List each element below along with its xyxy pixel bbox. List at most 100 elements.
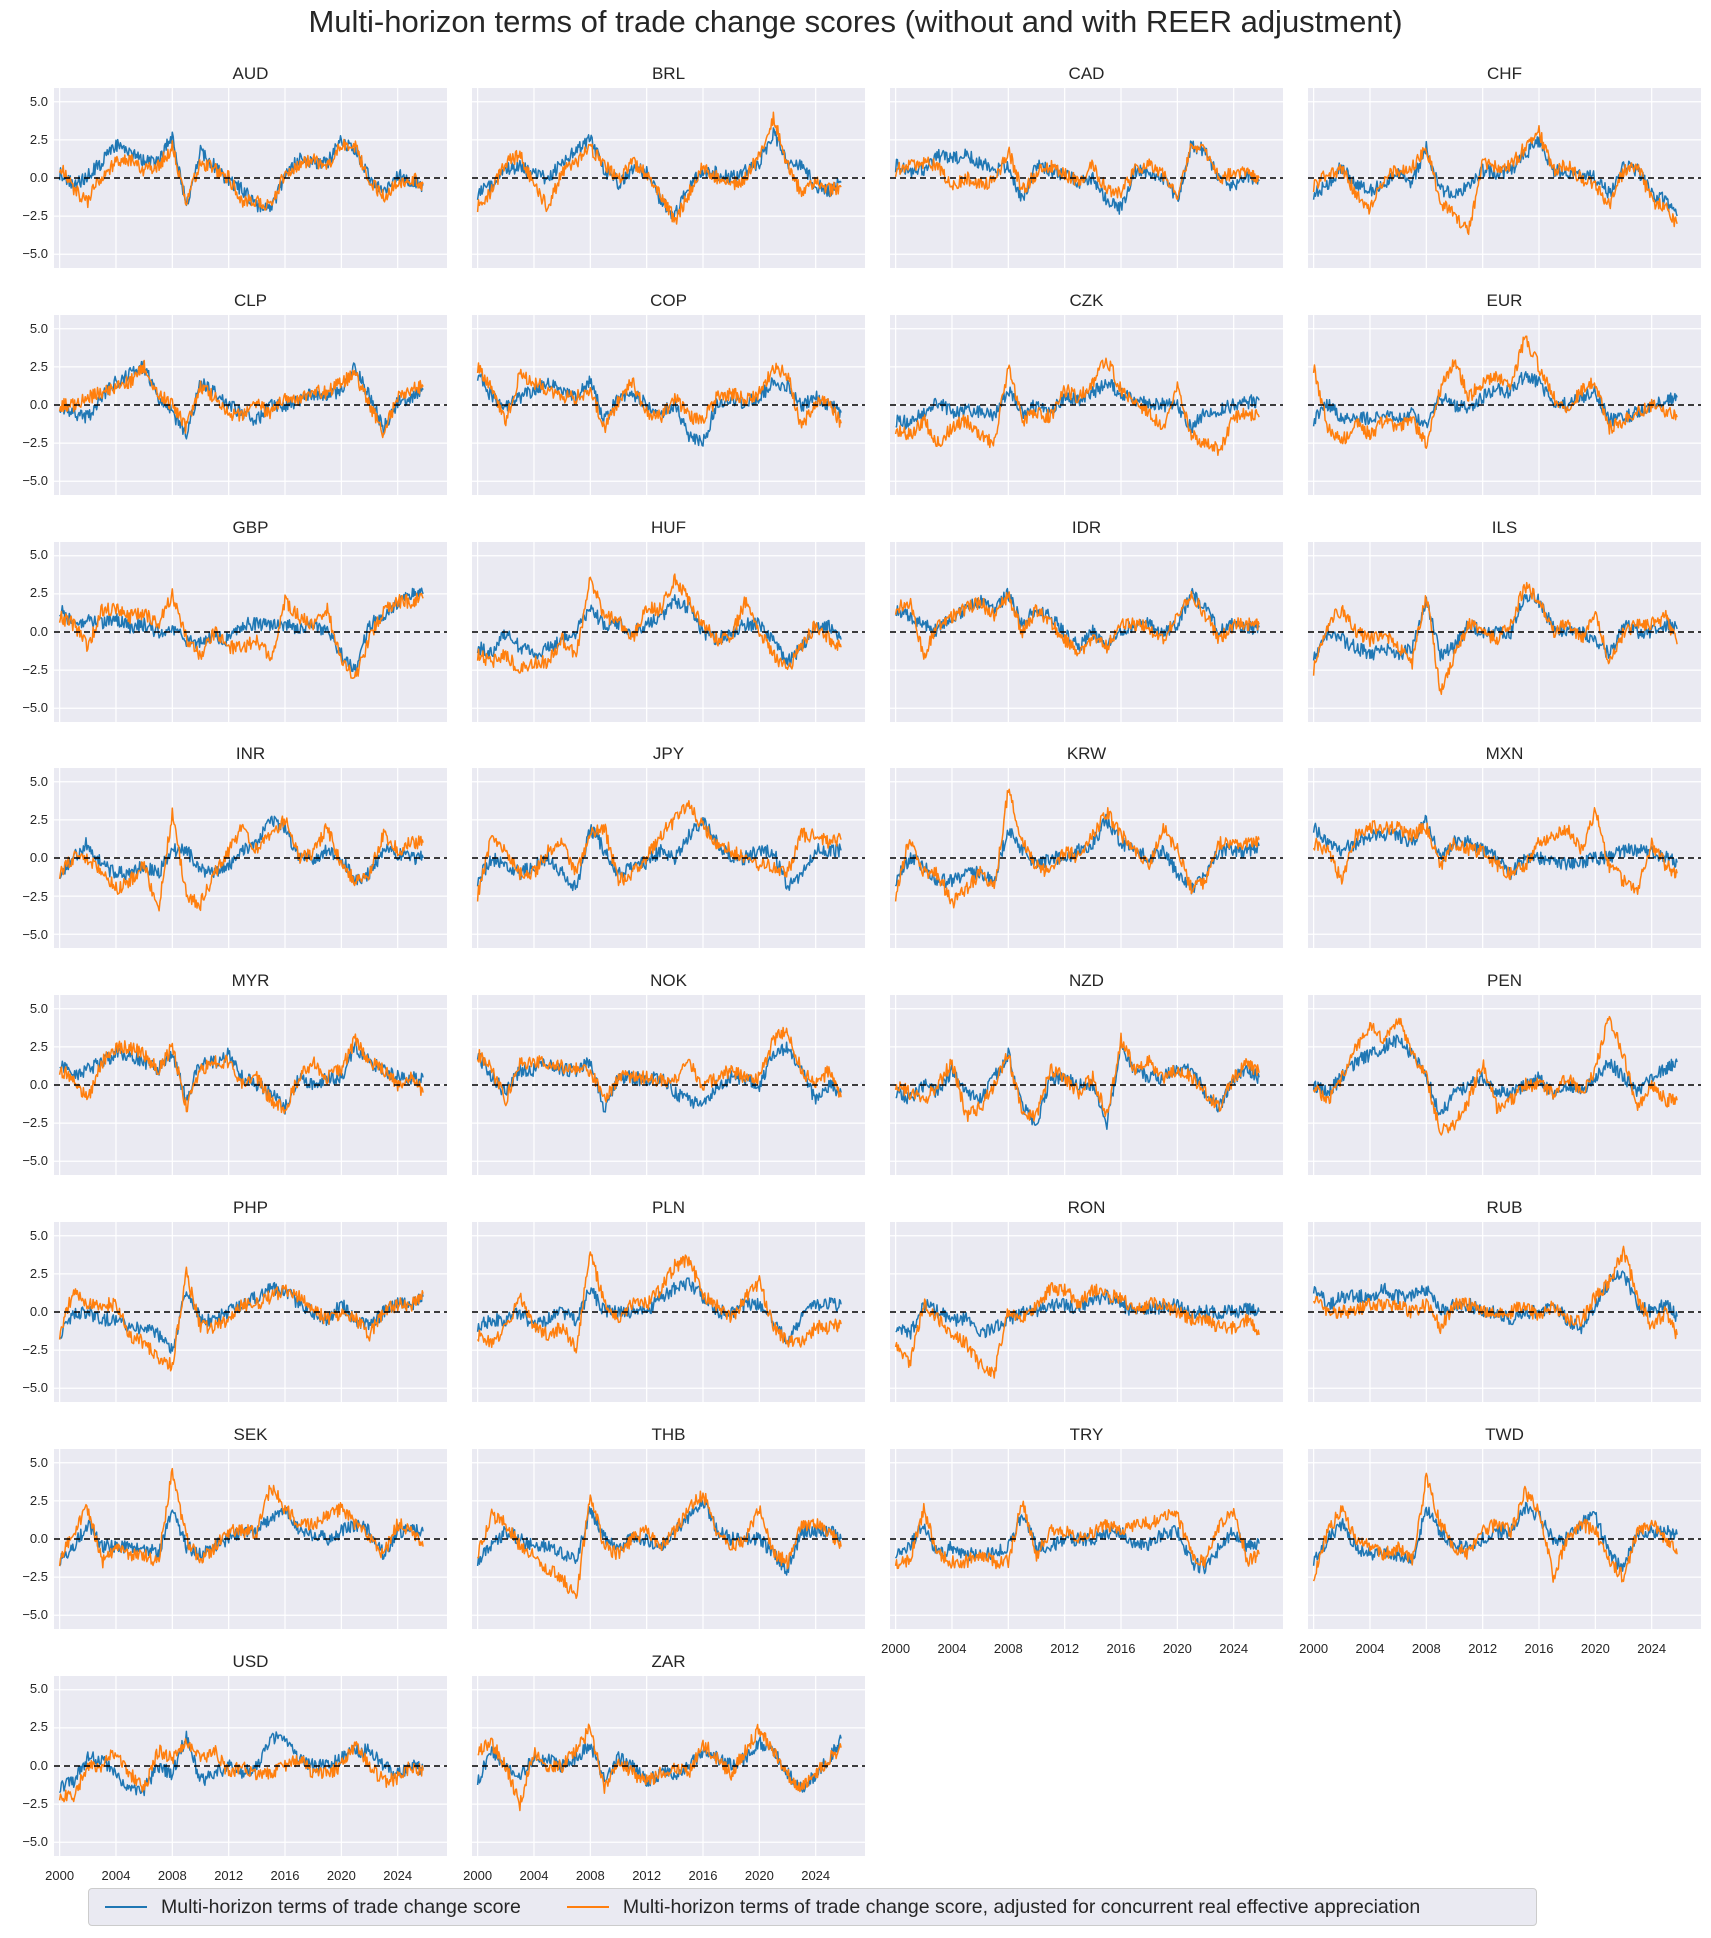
panel-title: NZD <box>1069 971 1104 991</box>
panel-title: USD <box>232 1651 269 1671</box>
series-line-reer-adjusted <box>476 362 842 433</box>
series-line-unadjusted <box>895 1044 1260 1131</box>
x-tick-label: 2004 <box>101 1867 131 1883</box>
panel-title: TRY <box>1069 1424 1104 1444</box>
panel-title: IDR <box>1071 517 1102 537</box>
panel-myr <box>54 995 447 1176</box>
series-line-reer-adjusted <box>476 111 842 225</box>
y-tick-label: 5.0 <box>29 1000 48 1016</box>
x-tick-label: 2024 <box>1637 1640 1667 1656</box>
y-tick-label: 2.5 <box>29 1039 48 1055</box>
series-line-reer-adjusted <box>58 1266 424 1372</box>
y-tick-label: 5.0 <box>29 320 48 336</box>
series-line-reer-adjusted <box>476 572 842 674</box>
y-tick-label: −5.0 <box>22 1607 48 1623</box>
panel-chf <box>1308 88 1701 268</box>
panel-title: SEK <box>233 1424 268 1444</box>
legend-label-unadjusted: Multi-horizon terms of trade change scor… <box>161 1895 521 1918</box>
x-tick-label: 2008 <box>993 1640 1023 1656</box>
y-tick-label: −5.0 <box>22 1380 48 1396</box>
series-line-unadjusted <box>476 127 842 222</box>
series-line-unadjusted <box>1312 370 1678 429</box>
panel-idr <box>890 541 1283 722</box>
legend-line-blue-icon <box>105 1906 147 1908</box>
y-tick-label: −5.0 <box>22 473 48 489</box>
y-tick-label: −2.5 <box>22 661 48 677</box>
panel-title: CLP <box>233 290 268 310</box>
y-tick-label: 2.5 <box>29 1265 48 1281</box>
panel-zar <box>472 1675 865 1856</box>
series-line-unadjusted <box>58 1281 424 1354</box>
y-tick-label: 5.0 <box>29 1454 48 1470</box>
x-tick-label: 2024 <box>383 1867 413 1883</box>
panel-title: INR <box>235 744 266 764</box>
panel-inr <box>54 768 447 949</box>
y-tick-label: 2.5 <box>29 131 48 147</box>
y-tick-label: −2.5 <box>22 1795 48 1811</box>
series-line-reer-adjusted <box>894 357 1260 456</box>
y-tick-label: −5.0 <box>22 1833 48 1849</box>
y-tick-label: 0.0 <box>29 1757 48 1773</box>
panel-title: HUF <box>651 517 686 537</box>
legend-label-reer-adjusted: Multi-horizon terms of trade change scor… <box>622 1895 1421 1918</box>
panel-title: ILS <box>1491 517 1518 537</box>
legend-item-reer-adjusted: Multi-horizon terms of trade change scor… <box>551 1896 1420 1919</box>
series-line-reer-adjusted <box>58 587 424 679</box>
panel-nzd <box>890 995 1283 1176</box>
panel-cop <box>472 314 865 495</box>
y-tick-label: 0.0 <box>29 623 48 639</box>
panel-eur <box>1308 314 1701 495</box>
x-tick-label: 2004 <box>519 1867 549 1883</box>
x-tick-label: 2012 <box>632 1867 662 1883</box>
series-line-unadjusted <box>476 1277 842 1345</box>
panel-mxn <box>1308 768 1701 949</box>
series-line-reer-adjusted <box>58 1033 424 1115</box>
figure-title: Multi-horizon terms of trade change scor… <box>308 4 1403 39</box>
panel-title: CZK <box>1069 290 1104 310</box>
panel-title: KRW <box>1066 744 1107 764</box>
series-line-unadjusted <box>59 1041 424 1115</box>
series-line-reer-adjusted <box>1312 1016 1678 1136</box>
x-tick-label: 2008 <box>1411 1640 1441 1656</box>
panel-sek <box>54 1448 447 1629</box>
series-line-unadjusted <box>58 1730 424 1796</box>
y-tick-label: 0.0 <box>29 850 48 866</box>
x-tick-label: 2012 <box>1050 1640 1080 1656</box>
series-line-unadjusted <box>1312 136 1678 217</box>
legend: Multi-horizon terms of trade change scor… <box>88 1888 1537 1926</box>
panel-title: RUB <box>1486 1198 1523 1217</box>
series-line-reer-adjusted <box>894 1500 1260 1570</box>
x-tick-label: 2012 <box>214 1867 244 1883</box>
panel-title: PHP <box>233 1198 268 1217</box>
y-tick-label: −2.5 <box>22 434 48 450</box>
series-line-unadjusted <box>1312 1270 1678 1335</box>
y-tick-label: 5.0 <box>29 93 48 109</box>
panel-twd <box>1308 1448 1701 1629</box>
panel-title: MYR <box>231 971 270 991</box>
series-line-reer-adjusted <box>58 1737 424 1803</box>
panel-title: ZAR <box>651 1651 686 1671</box>
y-tick-label: 0.0 <box>29 396 48 412</box>
series-line-reer-adjusted <box>1312 1245 1678 1340</box>
panel-title: RON <box>1067 1198 1106 1217</box>
legend-line-orange-icon <box>566 1906 609 1908</box>
panel-title: EUR <box>1486 290 1523 310</box>
y-tick-label: 0.0 <box>29 1077 48 1093</box>
series-line-reer-adjusted <box>894 143 1260 201</box>
panel-aud <box>54 88 447 268</box>
legend-item-unadjusted: Multi-horizon terms of trade change scor… <box>89 1896 521 1919</box>
panel-ron <box>890 1222 1283 1402</box>
panel-pen <box>1308 995 1701 1176</box>
y-tick-label: 2.5 <box>29 358 48 374</box>
series-line-unadjusted <box>1312 1034 1678 1116</box>
x-tick-label: 2024 <box>801 1867 831 1883</box>
series-line-reer-adjusted <box>477 1723 842 1811</box>
series-line-reer-adjusted <box>476 1026 842 1107</box>
panel-title: NOK <box>650 971 687 991</box>
x-tick-label: 2012 <box>1468 1640 1498 1656</box>
series-line-reer-adjusted <box>1312 581 1678 695</box>
panel-czk <box>890 314 1283 495</box>
y-tick-label: −2.5 <box>22 1568 48 1584</box>
panel-try <box>890 1448 1283 1629</box>
panel-title: CHF <box>1487 64 1522 83</box>
